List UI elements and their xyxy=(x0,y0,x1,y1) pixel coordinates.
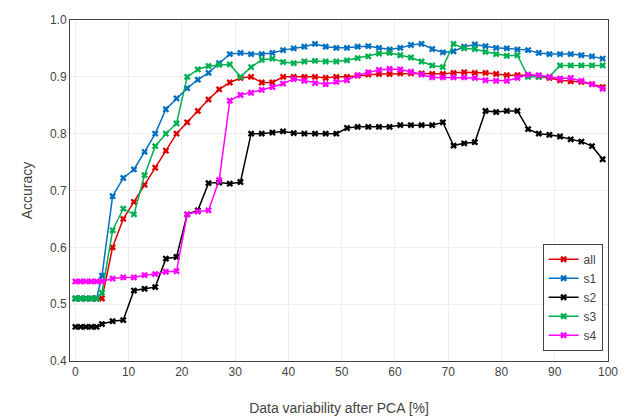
svg-text:90: 90 xyxy=(548,365,562,379)
svg-text:0: 0 xyxy=(72,365,79,379)
svg-text:80: 80 xyxy=(495,365,509,379)
svg-text:0.4: 0.4 xyxy=(50,354,67,368)
svg-text:40: 40 xyxy=(282,365,296,379)
svg-text:s3: s3 xyxy=(584,310,597,324)
svg-text:Accuracy: Accuracy xyxy=(19,162,35,220)
svg-text:0.6: 0.6 xyxy=(50,241,67,255)
svg-text:60: 60 xyxy=(388,365,402,379)
svg-text:Data variability after PCA [%]: Data variability after PCA [%] xyxy=(249,400,429,416)
svg-text:30: 30 xyxy=(228,365,242,379)
svg-text:20: 20 xyxy=(175,365,189,379)
svg-text:all: all xyxy=(584,253,596,267)
svg-text:0.7: 0.7 xyxy=(50,184,67,198)
svg-text:10: 10 xyxy=(122,365,136,379)
svg-text:1.0: 1.0 xyxy=(50,13,67,27)
svg-text:0.9: 0.9 xyxy=(50,70,67,84)
svg-text:s1: s1 xyxy=(584,272,597,286)
svg-text:70: 70 xyxy=(442,365,456,379)
svg-text:0.8: 0.8 xyxy=(50,127,67,141)
svg-text:100: 100 xyxy=(598,365,618,379)
svg-text:0.5: 0.5 xyxy=(50,297,67,311)
svg-text:s2: s2 xyxy=(584,291,597,305)
svg-text:s4: s4 xyxy=(584,329,597,343)
svg-text:50: 50 xyxy=(335,365,349,379)
